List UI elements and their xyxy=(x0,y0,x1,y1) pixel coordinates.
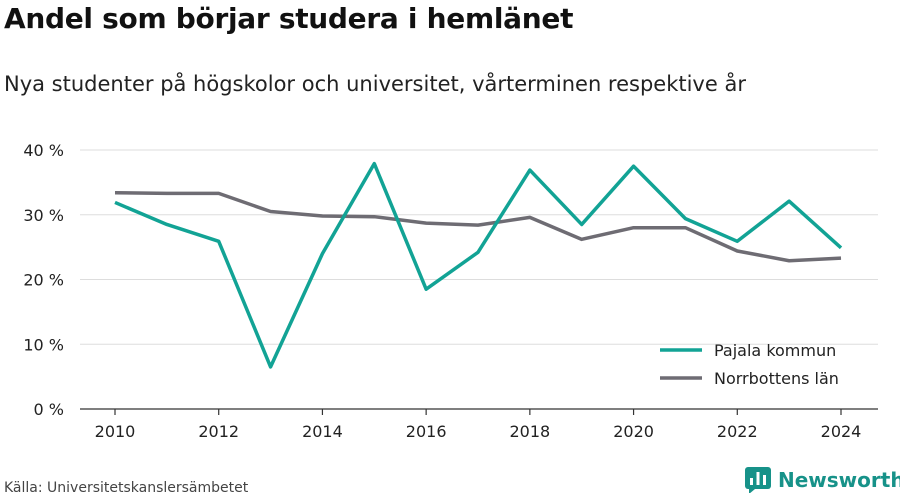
axes: 0 % 10 % 20 % 30 % 40 % 2010 2012 2014 2016 2018 2… xyxy=(23,141,878,441)
line-chart: 0 % 10 % 20 % 30 % 40 % 2010 2012 2014 2016 2018 2… xyxy=(23,141,878,441)
x-tick-label: 2018 xyxy=(509,422,550,441)
x-tick-label: 2014 xyxy=(302,422,343,441)
y-tick-label: 20 % xyxy=(23,271,64,290)
y-tick-label: 30 % xyxy=(23,206,64,225)
series-lines xyxy=(114,161,843,369)
y-tick-label: 40 % xyxy=(23,141,64,160)
x-tick-label: 2016 xyxy=(406,422,447,441)
legend: Pajala kommun Norrbottens län xyxy=(660,341,839,388)
x-tick-label: 2010 xyxy=(95,422,136,441)
source-note: Källa: Universitetskanslersämbetet xyxy=(4,480,249,496)
brand-name: Newsworthy xyxy=(778,468,900,492)
x-tick-label: 2020 xyxy=(613,422,654,441)
brand-logo: Newsworthy xyxy=(745,467,900,493)
y-tick-label: 0 % xyxy=(34,400,64,419)
chart-title: Andel som börjar studera i hemlänet xyxy=(4,2,574,35)
x-tick-label: 2022 xyxy=(717,422,758,441)
legend-label: Pajala kommun xyxy=(714,341,836,360)
x-tick-label: 2012 xyxy=(198,422,239,441)
legend-label: Norrbottens län xyxy=(714,369,839,388)
y-tick-label: 10 % xyxy=(23,335,64,354)
gridlines xyxy=(80,149,878,345)
x-tick-label: 2024 xyxy=(821,422,862,441)
chart-subtitle: Nya studenter på högskolor och universit… xyxy=(4,72,746,96)
bar-chart-logo-icon xyxy=(745,467,771,493)
